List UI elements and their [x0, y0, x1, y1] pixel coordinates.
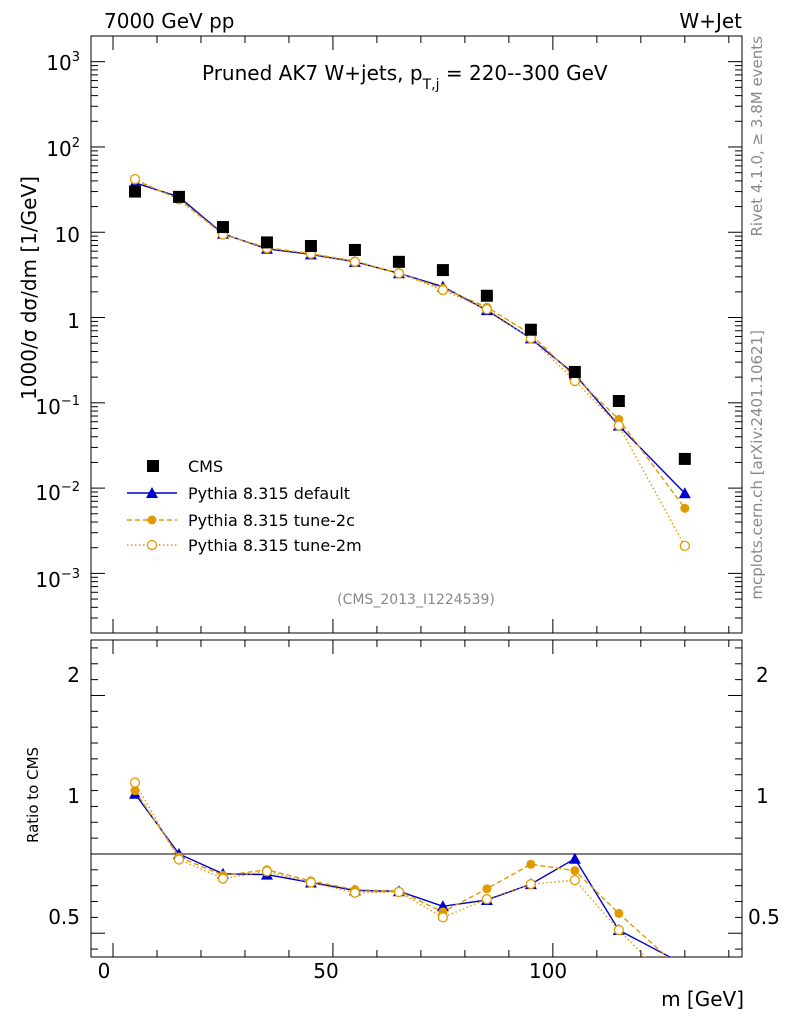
header-left: 7000 GeV pp [104, 9, 235, 33]
cms-data-point [128, 185, 141, 198]
ratio-marker-default [568, 852, 581, 864]
cms-data-point [678, 452, 691, 465]
series-marker-tune2m [129, 173, 141, 185]
cms-data-point [216, 221, 229, 234]
ratio-tick-label-left-1: 1 [67, 784, 80, 808]
ratio-line-2 [134, 782, 647, 957]
ratio-marker-tune2m [393, 886, 405, 898]
ratio-tick-label-right-1: 1 [756, 784, 769, 808]
rivet-label: Rivet 4.1.0, ≥ 3.8M events [748, 36, 766, 237]
cms-data-point [436, 264, 449, 277]
cms-data-point [348, 243, 361, 256]
ratio-marker-tune2m [173, 854, 185, 865]
ratio-marker-tune2m [217, 873, 229, 884]
series-marker-tune2c [680, 503, 690, 513]
y-tick-label-5: 10−2 [35, 480, 80, 505]
header-right: W+Jet [679, 9, 742, 33]
ratio-marker-tune2m [129, 777, 141, 788]
series-marker-tune2m [393, 268, 405, 279]
analysis-id: (CMS_2013_I1224539) [337, 592, 495, 608]
ratio-tick-label-left-2: 0.5 [48, 905, 80, 929]
ratio-y-axis-label: Ratio to CMS [24, 747, 42, 843]
ratio-marker-tune2m [569, 874, 581, 886]
x-tick-label-2: 100 [529, 959, 567, 983]
ratio-marker-tune2c [614, 908, 624, 918]
y-axis-label: 1000/σ dσ/dm [1/GeV] [17, 176, 41, 400]
y-tick-label-3: 1 [67, 309, 80, 333]
ratio-marker-tune2m [481, 893, 493, 905]
x-tick-label-1: 50 [313, 959, 338, 983]
ratio-plot-frame [90, 639, 743, 958]
y-tick-label-1: 102 [46, 136, 80, 161]
chart-title: Pruned AK7 W+jets, pT,j = 220--300 GeV [202, 61, 608, 93]
series-marker-tune2m [613, 420, 624, 431]
series-marker-default [678, 487, 691, 499]
ratio-marker-tune2c [482, 884, 492, 894]
ratio-marker-tune2m [525, 878, 537, 890]
chart-title-sub: T,j [422, 77, 440, 93]
x-tick-label-0: 0 [98, 959, 111, 983]
ratio-tick-label-right-0: 2 [756, 663, 769, 687]
series-marker-tune2m [349, 256, 361, 267]
legend-marker-tune2c [147, 515, 157, 525]
y-tick-label-4: 10−1 [35, 394, 80, 419]
cms-data-point [304, 239, 317, 252]
legend-label-cms: CMS [188, 457, 223, 476]
ratio-line-1 [134, 790, 669, 957]
mcplots-label: mcplots.cern.ch [arXiv:2401.10621] [748, 330, 766, 600]
ratio-series-group [128, 777, 672, 957]
ratio-tick-labels: 2 1 0.5 2 1 0.5 [48, 663, 780, 929]
ratio-marker-tune2c [526, 859, 536, 869]
ratio-tick-label-right-2: 0.5 [748, 905, 780, 929]
series-marker-tune2m [437, 284, 449, 296]
axis-ticks [91, 35, 742, 957]
cms-data-point [260, 236, 273, 249]
ratio-tick-label-left-0: 2 [67, 663, 80, 687]
cms-data-point [480, 289, 493, 302]
chart-title-main: Pruned AK7 W+jets, p [202, 61, 423, 85]
main-plot-series [128, 173, 691, 552]
legend-label-tune2c: Pythia 8.315 tune-2c [188, 511, 355, 530]
cms-data-point [392, 255, 405, 268]
ratio-marker-tune2m [437, 912, 449, 923]
cms-data-point [172, 190, 185, 203]
legend-marker-tune2m [146, 539, 158, 551]
legend: CMS Pythia 8.315 default Pythia 8.315 tu… [127, 457, 362, 555]
legend-label-default: Pythia 8.315 default [188, 484, 350, 503]
ratio-marker-tune2m [261, 866, 273, 877]
ratio-plot-series [128, 777, 672, 957]
y-tick-label-2: 10 [55, 223, 80, 247]
cms-data-point [568, 365, 581, 378]
x-tick-labels: 0 50 100 [98, 959, 567, 983]
legend-marker-cms [147, 460, 159, 472]
chart-title-tail: = 220--300 GeV [440, 61, 608, 85]
series-marker-tune2m [481, 304, 493, 315]
legend-marker-default [146, 487, 158, 498]
ratio-marker-tune2c [130, 786, 140, 796]
cms-data-point [612, 395, 625, 408]
ratio-line-0 [134, 793, 672, 957]
y-tick-label-0: 103 [46, 50, 80, 75]
series-marker-tune2m [679, 540, 690, 552]
y-tick-label-6: 10−3 [35, 567, 80, 592]
ratio-marker-tune2m [305, 877, 317, 888]
y-tick-labels: 103 102 10 1 10−1 10−2 10−3 [35, 50, 80, 592]
ratio-marker-tune2m [349, 887, 361, 898]
legend-label-tune2m: Pythia 8.315 tune-2m [188, 536, 362, 555]
cms-data-point [524, 323, 537, 336]
ratio-marker-tune2c [570, 866, 580, 876]
x-axis-label: m [GeV] [661, 987, 744, 1011]
main-plot-frame [90, 35, 743, 634]
ratio-marker-tune2m [613, 924, 624, 936]
